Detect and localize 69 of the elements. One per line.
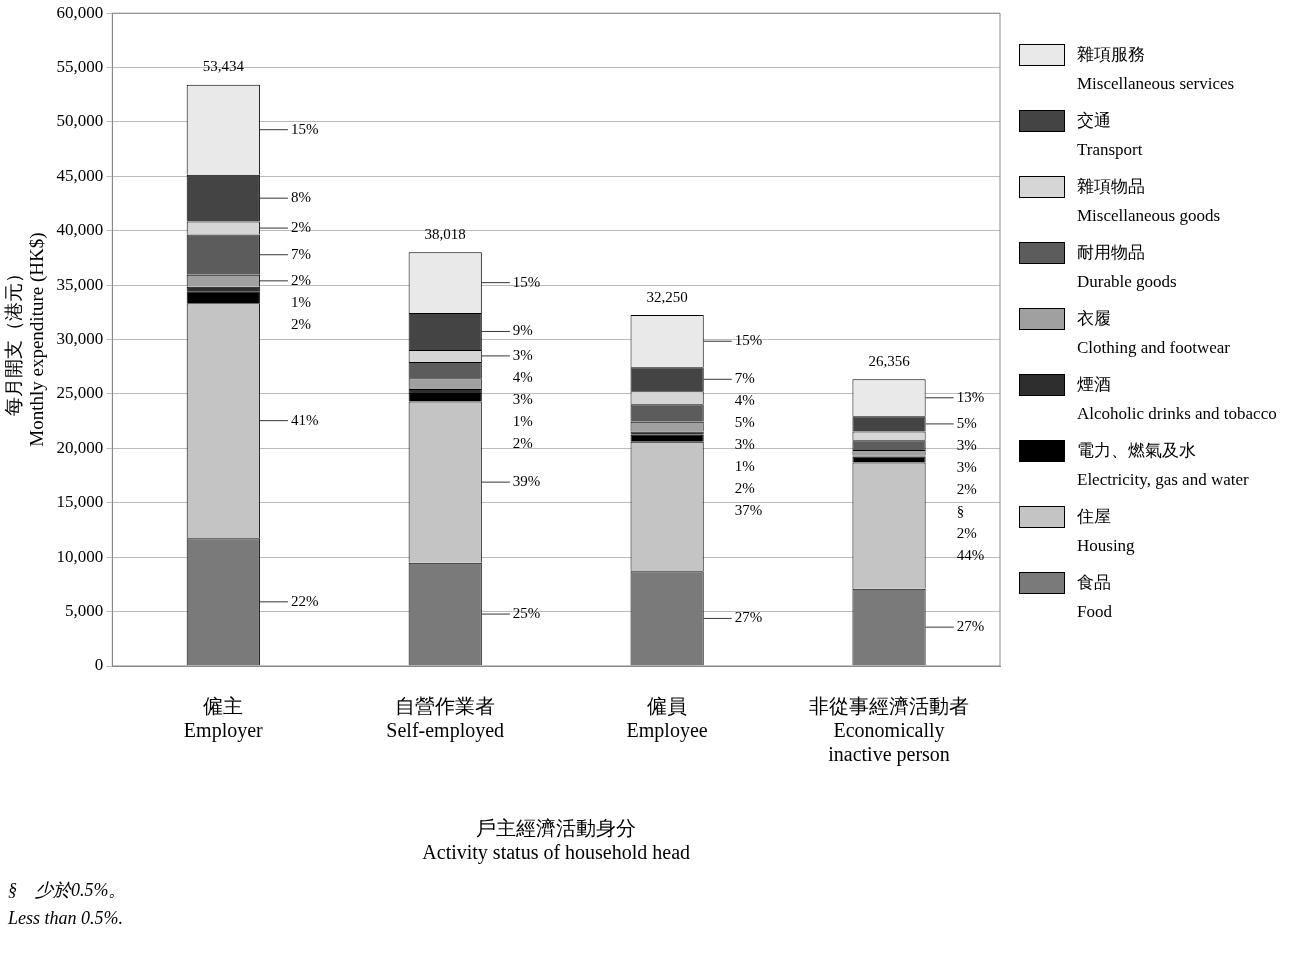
y-tick-label: 30,000 <box>56 329 104 349</box>
legend-label: 雜項物品 Miscellaneous goods <box>1077 176 1221 227</box>
annotation: 39% <box>512 473 541 490</box>
annotation: 2% <box>290 219 311 236</box>
y-tick-label: 45,000 <box>56 165 104 185</box>
total-label: 53,434 <box>202 58 245 75</box>
annotation: 2% <box>734 480 755 497</box>
annotation: 7% <box>290 245 311 262</box>
annotation: 2% <box>956 524 977 541</box>
x-tick-label: 僱員 Employee <box>626 695 708 743</box>
annotation: 3% <box>734 436 755 453</box>
y-tick-label: 20,000 <box>56 437 104 457</box>
y-tick-label: 15,000 <box>56 492 104 512</box>
annotation: 1% <box>734 458 755 475</box>
x-tick-label: 非從事經濟活動者 Economically inactive person <box>809 695 970 767</box>
annotation: 15% <box>512 273 541 290</box>
annotation: 25% <box>512 605 541 622</box>
annotation: 5% <box>956 414 977 431</box>
annotation: 8% <box>290 189 311 206</box>
annotation: 3% <box>956 436 977 453</box>
x-tick-label: 僱主 Employer <box>183 695 264 743</box>
legend-label: 雜項服務 Miscellaneous services <box>1077 44 1235 95</box>
annotation: 27% <box>956 618 985 635</box>
annotation: 3% <box>512 390 533 407</box>
annotation: 2% <box>290 271 311 288</box>
annotation: 2% <box>290 315 311 332</box>
y-tick-label: 25,000 <box>56 383 104 403</box>
annotation: 37% <box>734 502 763 519</box>
legend-label: 住屋 Housing <box>1077 506 1135 557</box>
annotation: 1% <box>290 293 311 310</box>
annotation: 2% <box>956 480 977 497</box>
legend-label: 煙酒 Alcoholic drinks and tobacco <box>1077 374 1277 425</box>
annotation: 22% <box>290 592 319 609</box>
legend-label: 交通 Transport <box>1077 110 1143 161</box>
legend-label: 電力、燃氣及水 Electricity, gas and water <box>1077 440 1249 491</box>
legend-label: 耐用物品 Durable goods <box>1077 242 1177 293</box>
y-tick-label: 55,000 <box>56 57 104 77</box>
annotation: 15% <box>290 120 319 137</box>
y-tick-label: 60,000 <box>56 2 104 22</box>
annotation: 4% <box>734 392 755 409</box>
y-tick-label: 5,000 <box>65 601 104 621</box>
annotation: 5% <box>734 414 755 431</box>
y-axis-title: 每月開支（港元） Monthly expenditure (HK$) <box>3 232 49 447</box>
y-tick-label: 35,000 <box>56 274 104 294</box>
y-tick-label: 40,000 <box>56 220 104 240</box>
annotation: 44% <box>956 546 985 563</box>
legend-label: 食品 Food <box>1077 572 1112 623</box>
annotation: 3% <box>512 346 533 363</box>
x-tick-label: 自營作業者 Self-employed <box>386 695 505 743</box>
text: § 少於0.5%。 Less than 0.5%. <box>8 879 128 930</box>
annotation: 2% <box>512 434 533 451</box>
y-tick-label: 50,000 <box>56 111 104 131</box>
annotation: § <box>956 502 965 519</box>
y-tick-label: 10,000 <box>56 546 104 566</box>
x-axis-title: 戶主經濟活動身分 Activity status of household head <box>422 817 691 865</box>
legend-label: 衣履 Clothing and footwear <box>1077 308 1230 359</box>
annotation: 1% <box>512 412 533 429</box>
annotation: 41% <box>290 411 319 428</box>
annotation: 13% <box>956 388 985 405</box>
total-label: 26,356 <box>868 352 911 369</box>
annotation: 9% <box>512 322 533 339</box>
annotation: 15% <box>734 332 763 349</box>
total-label: 38,018 <box>424 225 466 242</box>
annotation: 27% <box>734 609 763 626</box>
annotation: 3% <box>956 458 977 475</box>
y-tick-label: 0 <box>94 655 104 675</box>
annotation: 4% <box>512 368 533 385</box>
annotation: 7% <box>734 370 755 387</box>
total-label: 32,250 <box>646 288 688 305</box>
